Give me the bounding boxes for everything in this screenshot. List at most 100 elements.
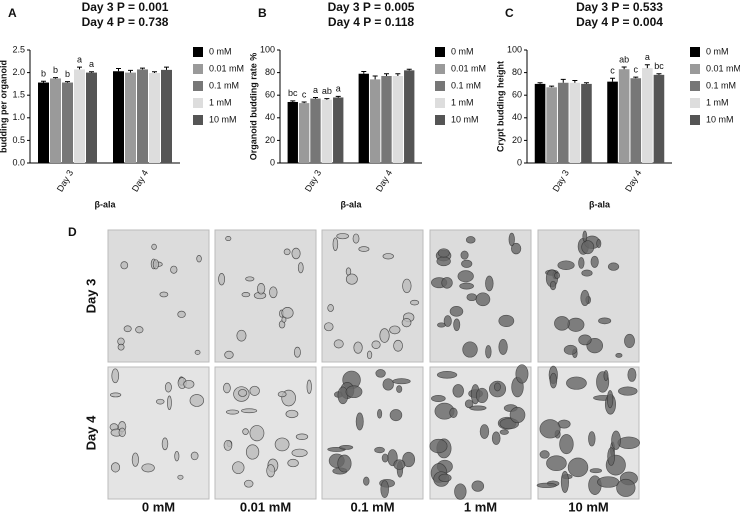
organoid <box>225 409 240 415</box>
organoid <box>443 315 452 327</box>
organoid <box>223 439 233 451</box>
organoid <box>410 299 420 306</box>
x-axis-label: β-ala <box>340 199 362 209</box>
y-tick-label: 40 <box>265 112 275 122</box>
error-bar <box>610 77 616 82</box>
organoid <box>111 368 120 384</box>
legend-swatch <box>435 64 445 74</box>
organoid <box>393 339 403 352</box>
organoid <box>618 386 638 396</box>
organoid <box>155 398 165 405</box>
organoid <box>353 341 363 354</box>
x-tick-label: Day 3 <box>551 168 571 193</box>
bar <box>618 69 630 163</box>
x-axis-label: β-ala <box>94 199 116 209</box>
panel-label: C <box>505 6 514 20</box>
column-label: 0 mM <box>142 499 175 514</box>
legend-swatch <box>690 47 700 57</box>
significance-letter: a <box>77 55 82 65</box>
organoid <box>485 345 492 359</box>
error-bar <box>361 70 367 74</box>
organoid <box>189 394 204 407</box>
organoid <box>603 370 609 381</box>
column-label: 1 mM <box>464 499 497 514</box>
y-tick-label: 2.5 <box>12 44 25 54</box>
error-bar <box>644 64 650 69</box>
legend-label: 0.01 mM <box>209 63 244 73</box>
organoid <box>236 329 247 342</box>
legend-swatch <box>690 81 700 91</box>
organoid <box>449 407 458 418</box>
bar <box>287 101 298 163</box>
error-bar <box>152 71 157 74</box>
error-bar <box>537 82 543 84</box>
organoid <box>245 276 255 282</box>
significance-letter: c <box>302 89 307 99</box>
organoid <box>266 464 276 478</box>
legend-label: 0 mM <box>451 46 474 56</box>
organoid <box>225 236 232 242</box>
organoid <box>578 257 585 269</box>
bar <box>653 74 665 163</box>
organoid <box>611 430 621 450</box>
organoid <box>465 236 476 244</box>
organoid <box>597 476 620 488</box>
organoid <box>327 304 334 312</box>
organoid <box>120 261 129 270</box>
bar <box>546 87 557 163</box>
organoid <box>287 458 299 468</box>
organoid <box>196 255 202 263</box>
organoid <box>559 434 574 455</box>
organoid <box>295 433 309 440</box>
organoid <box>457 270 474 283</box>
bar <box>298 103 310 163</box>
organoid <box>578 334 592 346</box>
x-tick-label: Day 4 <box>130 168 150 193</box>
bar <box>38 82 49 163</box>
y-tick-label: 0.5 <box>12 135 25 145</box>
organoid <box>491 431 501 445</box>
error-bar <box>583 82 589 84</box>
organoid <box>159 291 169 298</box>
organoid <box>461 259 473 268</box>
row-label: Day 3 <box>83 279 98 314</box>
organoid <box>167 395 172 411</box>
organoid <box>381 453 389 463</box>
organoid <box>454 483 467 500</box>
legend-swatch <box>193 98 203 108</box>
significance-letter: b <box>53 65 58 75</box>
organoid <box>123 325 132 333</box>
organoid <box>324 322 334 332</box>
organoid <box>429 438 448 454</box>
organoid <box>498 314 515 327</box>
legend-label: 1 mM <box>209 97 232 107</box>
organoid <box>479 424 490 439</box>
chart-title: Day 4 P = 0.118 <box>328 15 415 29</box>
y-tick-label: 80 <box>265 67 275 77</box>
organoid <box>194 349 201 355</box>
organoid <box>306 379 312 394</box>
organoid <box>549 372 558 389</box>
organoid <box>151 243 157 250</box>
organoid <box>475 292 491 307</box>
bar <box>557 82 569 163</box>
organoid <box>291 448 308 458</box>
error-bar <box>621 66 627 70</box>
y-axis-label: Organoid budding rate % <box>248 53 258 161</box>
organoid <box>177 310 186 318</box>
error-bar <box>89 71 94 73</box>
chart-title: Day 3 P = 0.005 <box>328 0 415 14</box>
bar <box>607 81 618 163</box>
organoid <box>379 328 390 343</box>
y-tick-label: 1.0 <box>12 112 25 122</box>
error-bar <box>549 85 555 88</box>
legend-label: 0.1 mM <box>451 80 481 90</box>
organoid <box>438 473 452 482</box>
organoid <box>382 253 394 260</box>
legend-label: 0.1 mM <box>209 80 239 90</box>
organoid <box>333 339 344 349</box>
significance-letter: bc <box>288 88 298 98</box>
organoid <box>494 382 501 392</box>
organoid <box>462 341 478 358</box>
y-tick-label: 2.0 <box>12 67 25 77</box>
